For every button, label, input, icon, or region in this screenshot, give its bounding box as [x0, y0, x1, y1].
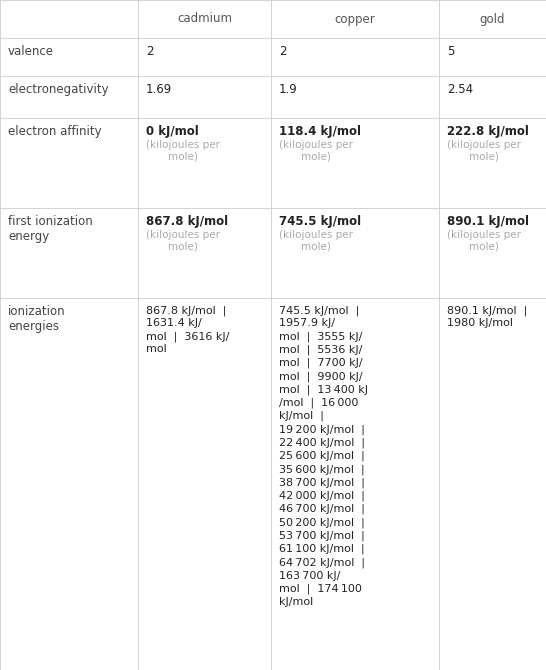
Text: 867.8 kJ/mol: 867.8 kJ/mol: [146, 215, 228, 228]
Text: 890.1 kJ/mol  |
1980 kJ/mol: 890.1 kJ/mol | 1980 kJ/mol: [447, 305, 527, 328]
Text: 1.9: 1.9: [279, 83, 298, 96]
Text: copper: copper: [335, 13, 376, 25]
Text: (kilojoules per
mole): (kilojoules per mole): [279, 140, 353, 161]
Text: 2: 2: [279, 45, 287, 58]
Text: valence: valence: [8, 45, 54, 58]
Text: ionization
energies: ionization energies: [8, 305, 66, 333]
Text: (kilojoules per
mole): (kilojoules per mole): [279, 230, 353, 252]
Text: (kilojoules per
mole): (kilojoules per mole): [447, 140, 521, 161]
Text: 890.1 kJ/mol: 890.1 kJ/mol: [447, 215, 529, 228]
Text: 2: 2: [146, 45, 153, 58]
Text: (kilojoules per
mole): (kilojoules per mole): [146, 140, 220, 161]
Text: 118.4 kJ/mol: 118.4 kJ/mol: [279, 125, 361, 138]
Text: electron affinity: electron affinity: [8, 125, 102, 138]
Text: cadmium: cadmium: [177, 13, 232, 25]
Text: 0 kJ/mol: 0 kJ/mol: [146, 125, 199, 138]
Text: 745.5 kJ/mol: 745.5 kJ/mol: [279, 215, 361, 228]
Text: 5: 5: [447, 45, 454, 58]
Text: 745.5 kJ/mol  |
1957.9 kJ/
mol  |  3555 kJ/
mol  |  5536 kJ/
mol  |  7700 kJ/
mo: 745.5 kJ/mol | 1957.9 kJ/ mol | 3555 kJ/…: [279, 305, 368, 606]
Text: 2.54: 2.54: [447, 83, 473, 96]
Text: 867.8 kJ/mol  |
1631.4 kJ/
mol  |  3616 kJ/
mol: 867.8 kJ/mol | 1631.4 kJ/ mol | 3616 kJ/…: [146, 305, 229, 354]
Text: 1.69: 1.69: [146, 83, 172, 96]
Text: first ionization
energy: first ionization energy: [8, 215, 93, 243]
Text: (kilojoules per
mole): (kilojoules per mole): [447, 230, 521, 252]
Text: 222.8 kJ/mol: 222.8 kJ/mol: [447, 125, 529, 138]
Text: (kilojoules per
mole): (kilojoules per mole): [146, 230, 220, 252]
Text: gold: gold: [480, 13, 505, 25]
Text: electronegativity: electronegativity: [8, 83, 109, 96]
